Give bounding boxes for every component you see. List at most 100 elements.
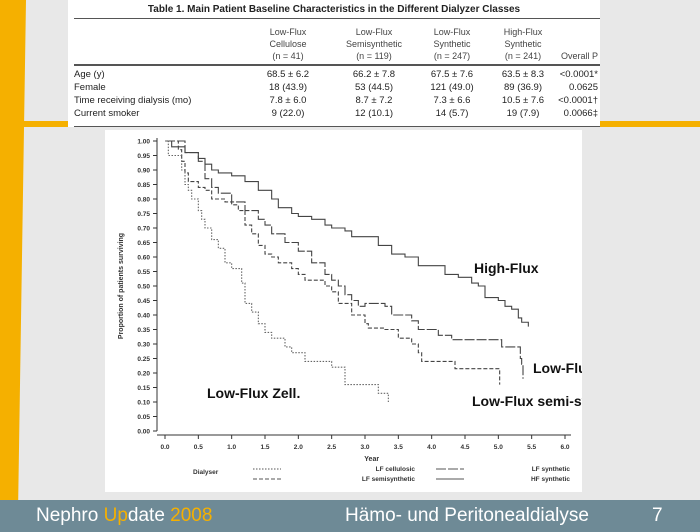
header-line: Semisynthetic [345,39,403,49]
series-line-hf-synthetic [165,140,529,327]
page-number: 7 [652,505,663,526]
legend-label: LF cellulosic [376,466,416,473]
header-line: Synthetic [433,39,471,49]
legend-label: LF semisynthetic [362,476,415,483]
column-header: Low-Flux Cellulose (n = 41) [243,26,333,62]
y-tick-label: 0.25 [137,356,150,363]
row-label: Age (y) [74,69,105,80]
series-line-lf-cellulosic [165,140,389,402]
header-line: Overall P [560,51,598,61]
header-line: Low-Flux [355,27,393,37]
y-tick-label: 0.80 [137,197,150,204]
x-tick-label: 2.0 [294,444,303,451]
x-tick-label: 6.0 [560,444,569,451]
y-tick-label: 0.45 [137,298,150,305]
cell: 18 (43.9) [268,82,308,93]
table-row: Time receiving dialysis (mo) 7.8 ± 6.0 8.7… [74,95,600,108]
annotation: Low-Flux semi-synth. [472,393,582,409]
y-tick-label: 0.10 [137,400,150,407]
y-tick-label: 0.50 [137,284,150,291]
brand-text: Nephro [36,505,104,526]
column-header: High-Flux Synthetic (n = 241) [478,26,568,62]
table-row: Female 18 (43.9) 53 (44.5) 121 (49.0) 89 (36… [74,82,600,95]
x-tick-label: 5.0 [494,444,503,451]
y-tick-label: 0.60 [137,255,150,262]
x-tick-label: 0.5 [194,444,203,451]
column-header: Low-Flux Semisynthetic (n = 119) [329,26,419,62]
header-line [508,26,598,38]
cell: 19 (7.9) [506,108,540,119]
table-row: Current smoker 9 (22.0) 12 (10.1) 14 (5.7) 1… [74,108,600,121]
x-tick-label: 4.0 [427,444,436,451]
baseline-table: Table 1. Main Patient Baseline Character… [68,0,600,127]
table-title: Table 1. Main Patient Baseline Character… [147,4,521,15]
y-tick-label: 0.35 [137,327,150,334]
annotation: Low-Flux synth. [533,360,582,376]
cell: 7.3 ± 6.6 [433,95,471,106]
header-line: (n = 247) [433,51,471,61]
x-tick-label: 2.5 [327,444,336,451]
header-line: (n = 41) [272,51,304,61]
cell: 10.5 ± 7.6 [501,95,545,106]
cell: 0.0066‡ [563,108,598,119]
header-line: High-Flux [503,27,543,37]
y-tick-label: 0.55 [137,269,150,276]
y-tick-label: 0.00 [137,429,150,436]
y-tick-label: 0.70 [137,226,150,233]
x-tick-label: 4.5 [460,444,469,451]
y-tick-label: 0.30 [137,342,150,349]
y-tick-label: 0.75 [137,211,150,218]
column-header: Overall P [508,26,598,62]
series-line-lf-synthetic [165,140,524,379]
header-line: Low-Flux [269,27,307,37]
footer-bar: Nephro Update 2008 Hämo- und Peritoneald… [0,500,700,532]
header-line: Cellulose [269,39,307,49]
cell: 14 (5.7) [435,108,469,119]
survival-chart: 0.00 0.05 0.10 0.15 0.20 0.25 0.30 0.35 0.40 0.45… [105,130,640,492]
brand: Nephro Update 2008 [36,505,212,527]
x-tick-label: 3.5 [394,444,403,451]
x-tick-label: 3.0 [360,444,369,451]
row-label: Current smoker [74,108,140,119]
legend-title: Dialyser [193,469,219,476]
legend-label: LF synthetic [532,466,571,473]
divider [74,18,600,19]
cell: 7.8 ± 6.0 [269,95,307,106]
cell: 66.2 ± 7.8 [352,69,396,80]
x-axis-label: Year [364,456,379,463]
row-label: Time receiving dialysis (mo) [74,95,192,106]
annotation: Low-Flux Zell. [207,385,300,401]
chart-svg: 0.00 0.05 0.10 0.15 0.20 0.25 0.30 0.35 0.40 0.45… [118,138,640,483]
header-line: Synthetic [504,39,542,49]
x-tick-label: 0.0 [160,444,169,451]
y-axis-label: Proportion of patients surviving [118,233,125,339]
cell: 9 (22.0) [271,108,305,119]
divider [74,64,600,66]
cell: 12 (10.1) [354,108,394,119]
brand-year: 2008 [170,505,213,526]
cell: 67.5 ± 7.6 [430,69,474,80]
y-tick-label: 0.20 [137,371,150,378]
y-tick-label: 0.15 [137,385,150,392]
legend-label: HF synthetic [531,476,570,483]
cell: 8.7 ± 7.2 [355,95,393,106]
cell: 121 (49.0) [430,82,474,93]
header-line [508,38,598,50]
cell: 63.5 ± 8.3 [501,69,545,80]
cell: 53 (44.5) [354,82,394,93]
divider [74,126,600,127]
header-line: (n = 119) [356,51,392,61]
table-row: Age (y) 68.5 ± 6.2 66.2 ± 7.8 67.5 ± 7.6 63.… [74,69,600,82]
accent-band [0,0,26,500]
series-line-lf-semisynthetic [165,140,501,385]
x-tick-label: 1.0 [227,444,236,451]
y-tick-label: 1.00 [137,139,150,146]
cell: 68.5 ± 6.2 [266,69,310,80]
cell: 89 (36.9) [503,82,543,93]
x-tick-label: 5.5 [527,444,536,451]
annotation: High-Flux [474,260,539,276]
footer-title: Hämo- und Peritonealdialyse [345,505,589,526]
y-tick-label: 0.95 [137,153,150,160]
cell: <0.0001† [558,95,598,106]
cell: 0.0625 [568,82,598,93]
